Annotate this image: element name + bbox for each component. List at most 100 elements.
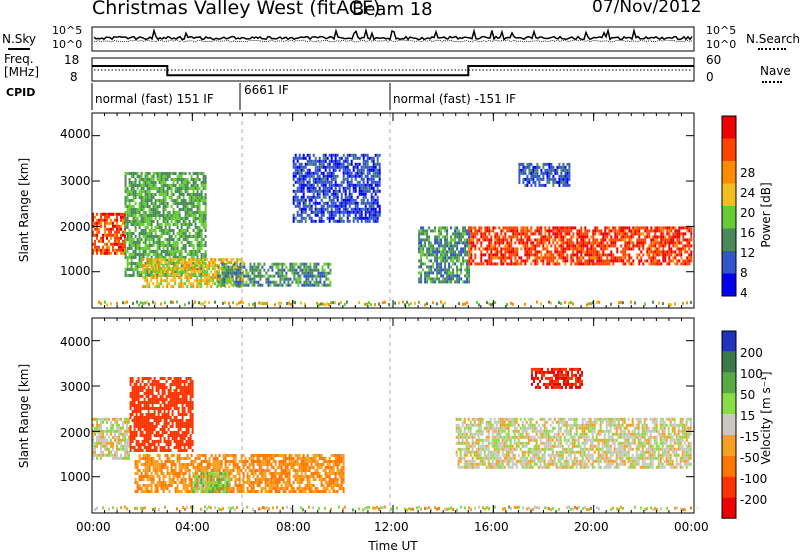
data-cell <box>448 256 451 260</box>
data-cell <box>174 262 177 265</box>
data-cell <box>348 192 351 196</box>
data-cell <box>148 199 151 202</box>
data-cell <box>129 401 132 404</box>
data-cell <box>560 229 563 233</box>
data-cell <box>196 279 199 283</box>
data-cell <box>600 256 603 260</box>
data-cell <box>592 262 595 266</box>
data-cell <box>648 229 651 233</box>
data-cell <box>346 162 349 166</box>
data-cell <box>662 232 665 236</box>
data-cell <box>130 259 133 262</box>
data-cell <box>136 187 139 190</box>
data-cell <box>602 232 605 236</box>
data-cell <box>323 271 326 275</box>
data-cell <box>496 262 499 266</box>
data-cell <box>334 168 337 172</box>
data-cell <box>366 216 369 220</box>
data-cell <box>204 175 207 178</box>
data-cell <box>448 265 451 269</box>
data-cell <box>202 273 205 277</box>
data-cell <box>510 235 513 239</box>
data-cell <box>219 277 222 281</box>
data-cell <box>269 280 272 284</box>
data-cell <box>330 198 333 202</box>
data-cell <box>165 386 168 389</box>
data-cell <box>150 258 153 262</box>
data-cell <box>558 174 561 178</box>
data-cell <box>96 423 98 427</box>
data-cell <box>322 204 325 208</box>
data-cell <box>174 223 177 226</box>
data-cell <box>162 244 165 247</box>
data-cell <box>648 232 651 236</box>
data-cell <box>200 199 203 202</box>
data-cell <box>362 201 365 205</box>
data-cell <box>480 256 483 260</box>
data-cell <box>230 279 233 283</box>
data-cell <box>336 198 339 202</box>
data-cell <box>460 247 463 251</box>
data-cell <box>616 259 619 263</box>
data-cell <box>192 199 195 202</box>
data-cell <box>130 223 133 226</box>
data-cell <box>556 168 559 172</box>
data-cell <box>174 199 177 202</box>
data-cell <box>312 186 315 190</box>
data-cell <box>176 190 179 193</box>
data-cell <box>315 268 318 272</box>
data-cell <box>372 168 375 172</box>
data-cell <box>126 262 129 265</box>
data-cell <box>296 189 299 193</box>
data-cell <box>157 380 160 383</box>
data-cell <box>260 301 262 305</box>
data-cell <box>288 301 290 305</box>
data-cell <box>212 282 215 286</box>
data-cell <box>94 239 96 243</box>
data-cell <box>198 226 201 229</box>
data-cell <box>378 168 381 172</box>
data-cell <box>100 218 102 222</box>
data-cell <box>267 274 270 278</box>
data-cell <box>330 192 333 196</box>
data-cell <box>112 224 114 228</box>
data-cell <box>238 301 240 305</box>
data-cell <box>612 253 615 257</box>
data-cell <box>584 238 587 242</box>
data-cell <box>118 230 120 234</box>
data-cell <box>516 238 519 242</box>
data-cell <box>316 177 319 181</box>
data-cell <box>129 383 132 386</box>
data-cell <box>188 220 191 223</box>
data-cell <box>324 195 327 199</box>
data-cell <box>478 229 481 233</box>
data-cell <box>156 276 159 280</box>
data-cell <box>162 202 165 205</box>
data-cell <box>500 229 503 233</box>
data-cell <box>688 229 691 233</box>
data-cell <box>94 248 96 252</box>
data-cell <box>578 232 581 236</box>
data-cell <box>164 217 167 220</box>
data-cell <box>334 180 337 184</box>
data-cell <box>321 268 324 272</box>
data-cell <box>132 187 135 190</box>
data-cell <box>122 251 124 255</box>
data-cell <box>200 241 203 244</box>
data-cell <box>310 195 313 199</box>
data-cell <box>346 165 349 169</box>
data-cell <box>135 386 138 389</box>
data-cell <box>243 274 246 278</box>
data-cell <box>178 214 181 217</box>
data-cell <box>231 277 234 281</box>
data-cell <box>94 426 96 430</box>
data-cell <box>160 261 163 265</box>
data-cell <box>530 262 533 266</box>
data-cell <box>570 241 573 245</box>
data-cell <box>438 238 441 242</box>
data-cell <box>686 259 689 263</box>
data-cell <box>156 205 159 208</box>
data-cell <box>344 177 347 181</box>
data-cell <box>516 247 519 251</box>
data-cell <box>130 193 133 196</box>
